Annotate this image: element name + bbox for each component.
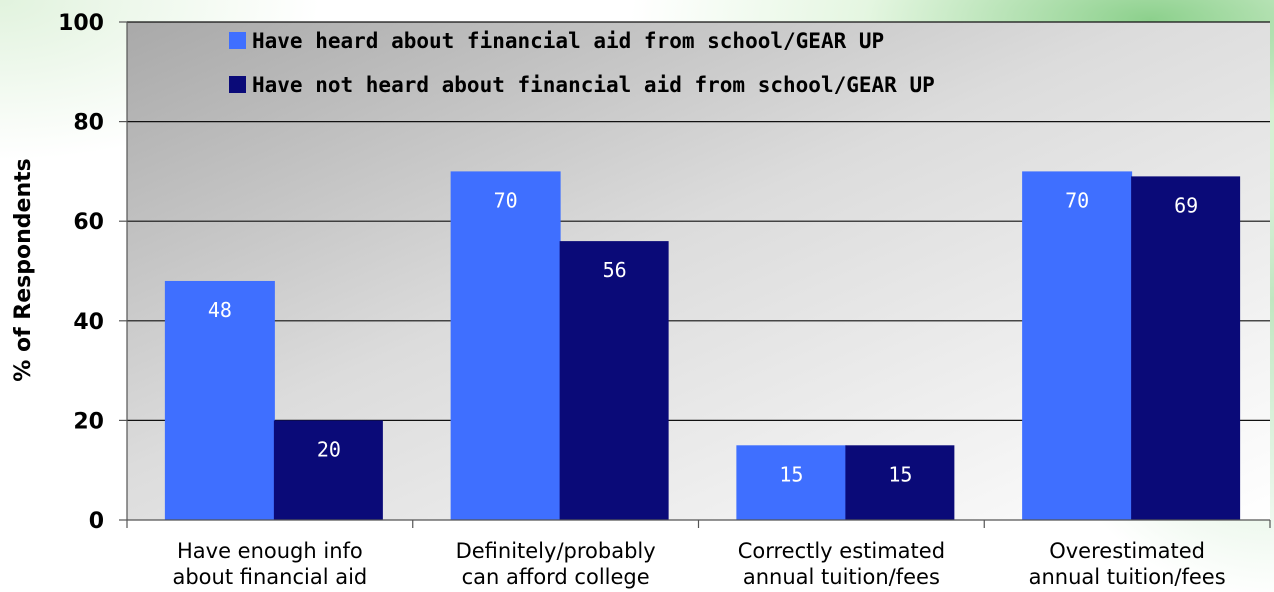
data-label-series2-cat1: 20 bbox=[317, 437, 341, 461]
y-tick-label-100: 100 bbox=[58, 11, 104, 36]
legend-swatch-series2 bbox=[229, 76, 246, 93]
data-label-series1-cat4: 70 bbox=[1065, 188, 1089, 212]
bar-series1-cat4 bbox=[1022, 171, 1133, 520]
y-tick-label-60: 60 bbox=[73, 210, 104, 235]
bar-series2-cat2 bbox=[559, 241, 669, 520]
data-label-series2-cat4: 69 bbox=[1174, 193, 1198, 217]
x-tick-label-cat1: Have enough info about financial aid bbox=[172, 539, 367, 589]
bar-series2-cat3 bbox=[845, 445, 955, 520]
data-label-series1-cat1: 48 bbox=[208, 298, 232, 322]
bar-series1-cat1 bbox=[164, 280, 275, 520]
data-label-series1-cat2: 70 bbox=[494, 188, 518, 212]
legend-label-series1: Have heard about financial aid from scho… bbox=[252, 29, 884, 53]
y-axis-label: % of Respondents bbox=[11, 158, 36, 381]
y-tick-label-40: 40 bbox=[73, 310, 104, 335]
y-tick-label-0: 0 bbox=[89, 509, 104, 534]
x-tick-label-cat3: Correctly estimated annual tuition/fees bbox=[738, 539, 945, 589]
legend-swatch-series1 bbox=[229, 32, 246, 49]
x-tick-label-cat2: Definitely/probably can afford college bbox=[456, 539, 656, 589]
data-label-series1-cat3: 15 bbox=[779, 462, 803, 486]
data-label-series2-cat2: 56 bbox=[603, 258, 627, 282]
bar-series1-cat2 bbox=[450, 171, 561, 520]
y-tick-label-20: 20 bbox=[73, 409, 104, 434]
x-tick-label-cat4: Overestimated annual tuition/fees bbox=[1029, 539, 1226, 589]
bar-series2-cat4 bbox=[1131, 176, 1241, 520]
legend-label-series2: Have not heard about financial aid from … bbox=[252, 73, 935, 97]
bar-series2-cat1 bbox=[273, 420, 383, 520]
bar-series1-cat3 bbox=[736, 445, 847, 520]
y-tick-label-80: 80 bbox=[73, 111, 104, 136]
data-label-series2-cat3: 15 bbox=[888, 462, 912, 486]
